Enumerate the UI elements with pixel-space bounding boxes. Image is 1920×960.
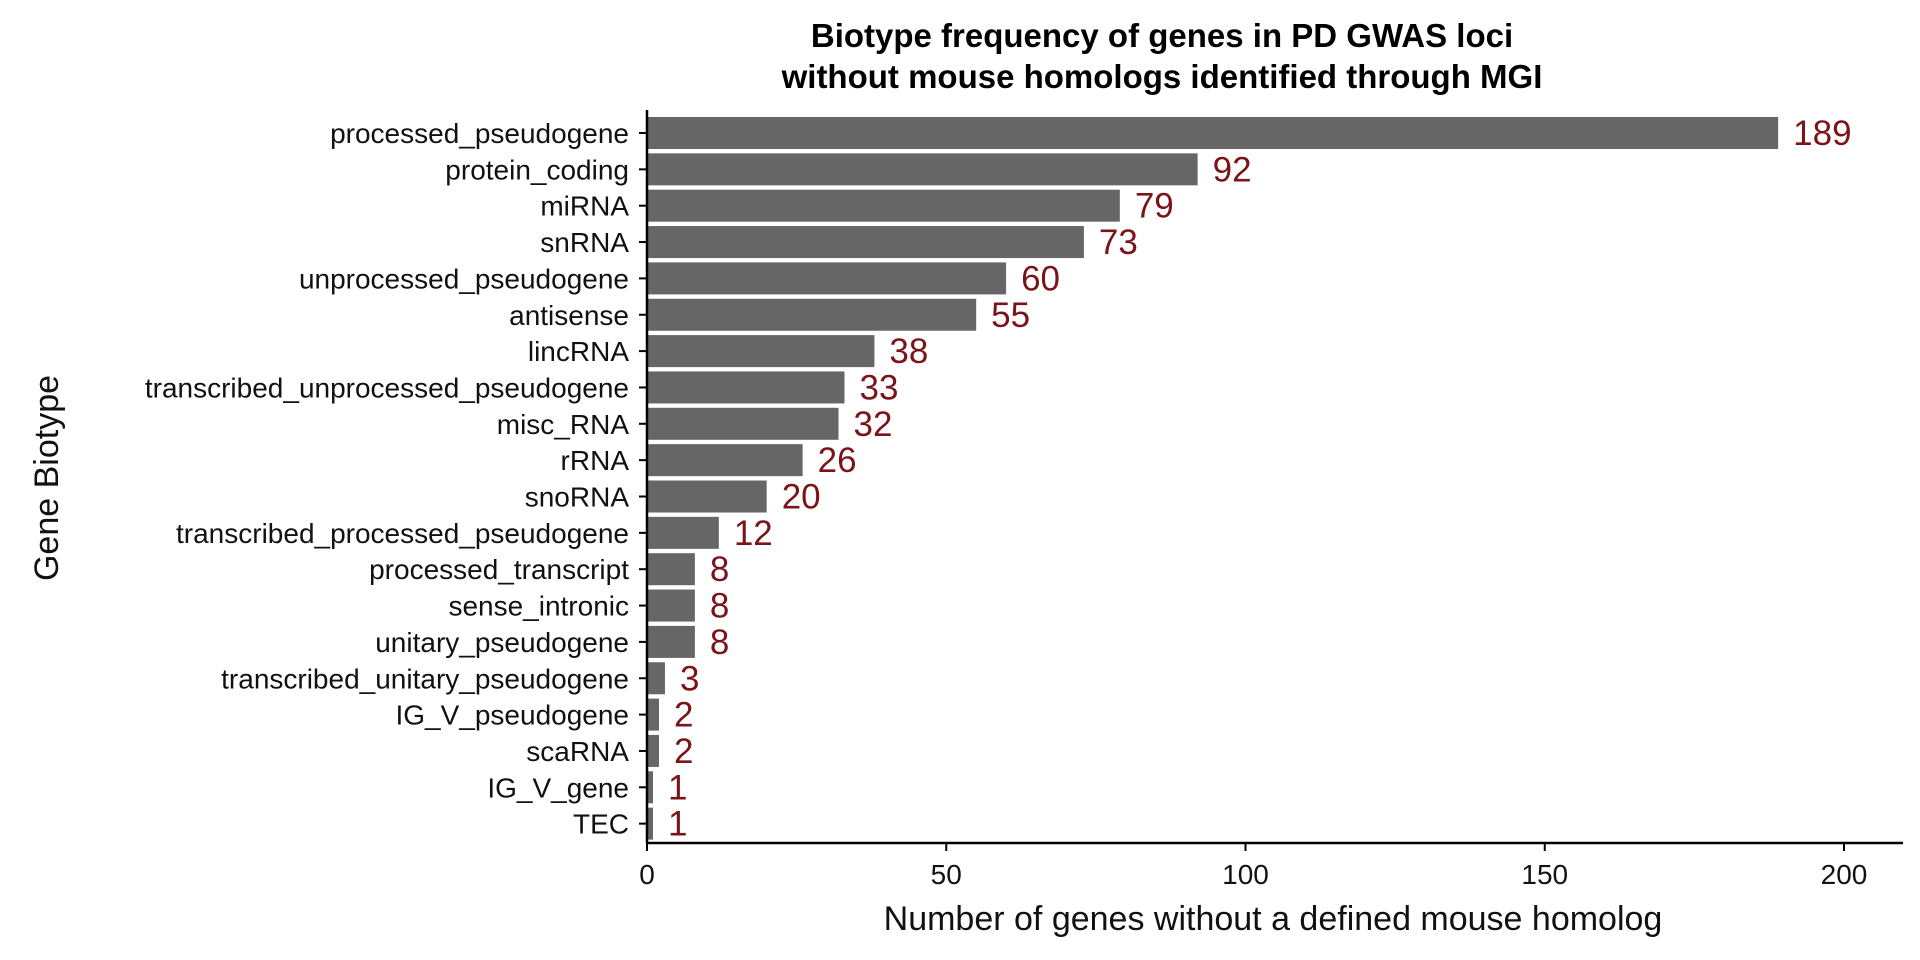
bar-snorna	[647, 480, 767, 513]
chart-title: Biotype frequency of genes in PD GWAS lo…	[811, 17, 1513, 54]
y-tick-label: sense_intronic	[448, 591, 629, 622]
y-tick-label: unitary_pseudogene	[375, 627, 629, 658]
bar-transcribed-unitary-pseudogene	[647, 662, 665, 695]
y-tick-label: snRNA	[540, 227, 629, 258]
bar-mirna	[647, 189, 1120, 222]
bar-value-label: 2	[674, 696, 693, 735]
bar-value-label: 73	[1099, 223, 1138, 262]
bar-value-label: 189	[1793, 114, 1851, 153]
bar-tec	[647, 807, 653, 840]
bar-processed-transcript	[647, 553, 695, 586]
y-tick-label: rRNA	[561, 445, 630, 476]
x-tick-label: 50	[931, 859, 962, 890]
bar-ig-v-pseudogene	[647, 698, 659, 731]
bar-value-label: 79	[1135, 187, 1174, 226]
bar-value-label: 38	[889, 332, 928, 371]
bar-value-label: 60	[1021, 259, 1060, 298]
y-tick-label: transcribed_unitary_pseudogene	[221, 663, 629, 694]
x-tick-label: 100	[1222, 859, 1269, 890]
y-tick-label: transcribed_unprocessed_pseudogene	[145, 372, 629, 403]
y-tick-label: protein_coding	[445, 154, 629, 185]
bar-misc-rna	[647, 407, 839, 440]
bar-value-label: 1	[668, 805, 687, 844]
bar-protein-coding	[647, 153, 1198, 186]
bar-value-label: 8	[710, 550, 729, 589]
x-axis-title: Number of genes without a defined mouse …	[884, 900, 1663, 938]
y-axis-ticks: processed_pseudogene protein_coding miRNA s…	[145, 118, 647, 840]
y-tick-label: IG_V_gene	[487, 772, 629, 803]
bar-scarna	[647, 734, 659, 767]
bar-sense-intronic	[647, 589, 695, 622]
x-axis-ticks: 0 50 100 150 200	[639, 843, 1867, 890]
y-tick-label: IG_V_pseudogene	[395, 700, 629, 731]
bar-value-label: 8	[710, 587, 729, 626]
bar-lincrna	[647, 335, 875, 368]
chart-subtitle: without mouse homologs identified throug…	[781, 58, 1543, 95]
y-tick-label: processed_transcript	[369, 554, 629, 585]
bar-value-label: 32	[854, 405, 893, 444]
y-tick-label: miRNA	[540, 191, 629, 222]
bar-antisense	[647, 298, 977, 331]
y-tick-label: transcribed_processed_pseudogene	[176, 518, 629, 549]
x-tick-label: 200	[1821, 859, 1868, 890]
bar-value-label: 92	[1213, 150, 1252, 189]
y-axis-title: Gene Biotype	[28, 375, 66, 581]
y-tick-label: unprocessed_pseudogene	[299, 263, 629, 294]
bar-value-label: 1	[668, 768, 687, 807]
bars-group	[647, 117, 1779, 840]
bar-value-label: 2	[674, 732, 693, 771]
y-tick-label: misc_RNA	[497, 409, 630, 440]
y-tick-label: processed_pseudogene	[330, 118, 629, 149]
bar-value-label: 26	[818, 441, 857, 480]
bar-value-label: 8	[710, 623, 729, 662]
bar-value-label: 20	[782, 478, 821, 517]
bar-value-label: 3	[680, 659, 699, 698]
y-tick-label: lincRNA	[528, 336, 629, 367]
bar-snrna	[647, 226, 1084, 259]
bar-rrna	[647, 444, 803, 477]
bar-ig-v-gene	[647, 771, 653, 804]
bar-transcribed-unprocessed-pseudogene	[647, 371, 845, 404]
bar-unitary-pseudogene	[647, 625, 695, 658]
bar-unprocessed-pseudogene	[647, 262, 1007, 295]
bar-value-label: 55	[991, 296, 1030, 335]
y-tick-label: scaRNA	[526, 736, 629, 767]
bar-transcribed-processed-pseudogene	[647, 516, 719, 549]
y-tick-label: snoRNA	[525, 482, 630, 513]
y-tick-label: TEC	[573, 809, 629, 840]
bar-value-label: 12	[734, 514, 773, 553]
x-tick-label: 0	[639, 859, 655, 890]
bar-value-label: 33	[860, 368, 899, 407]
y-tick-label: antisense	[509, 300, 629, 331]
bar-processed-pseudogene	[647, 117, 1779, 149]
x-tick-label: 150	[1521, 859, 1568, 890]
